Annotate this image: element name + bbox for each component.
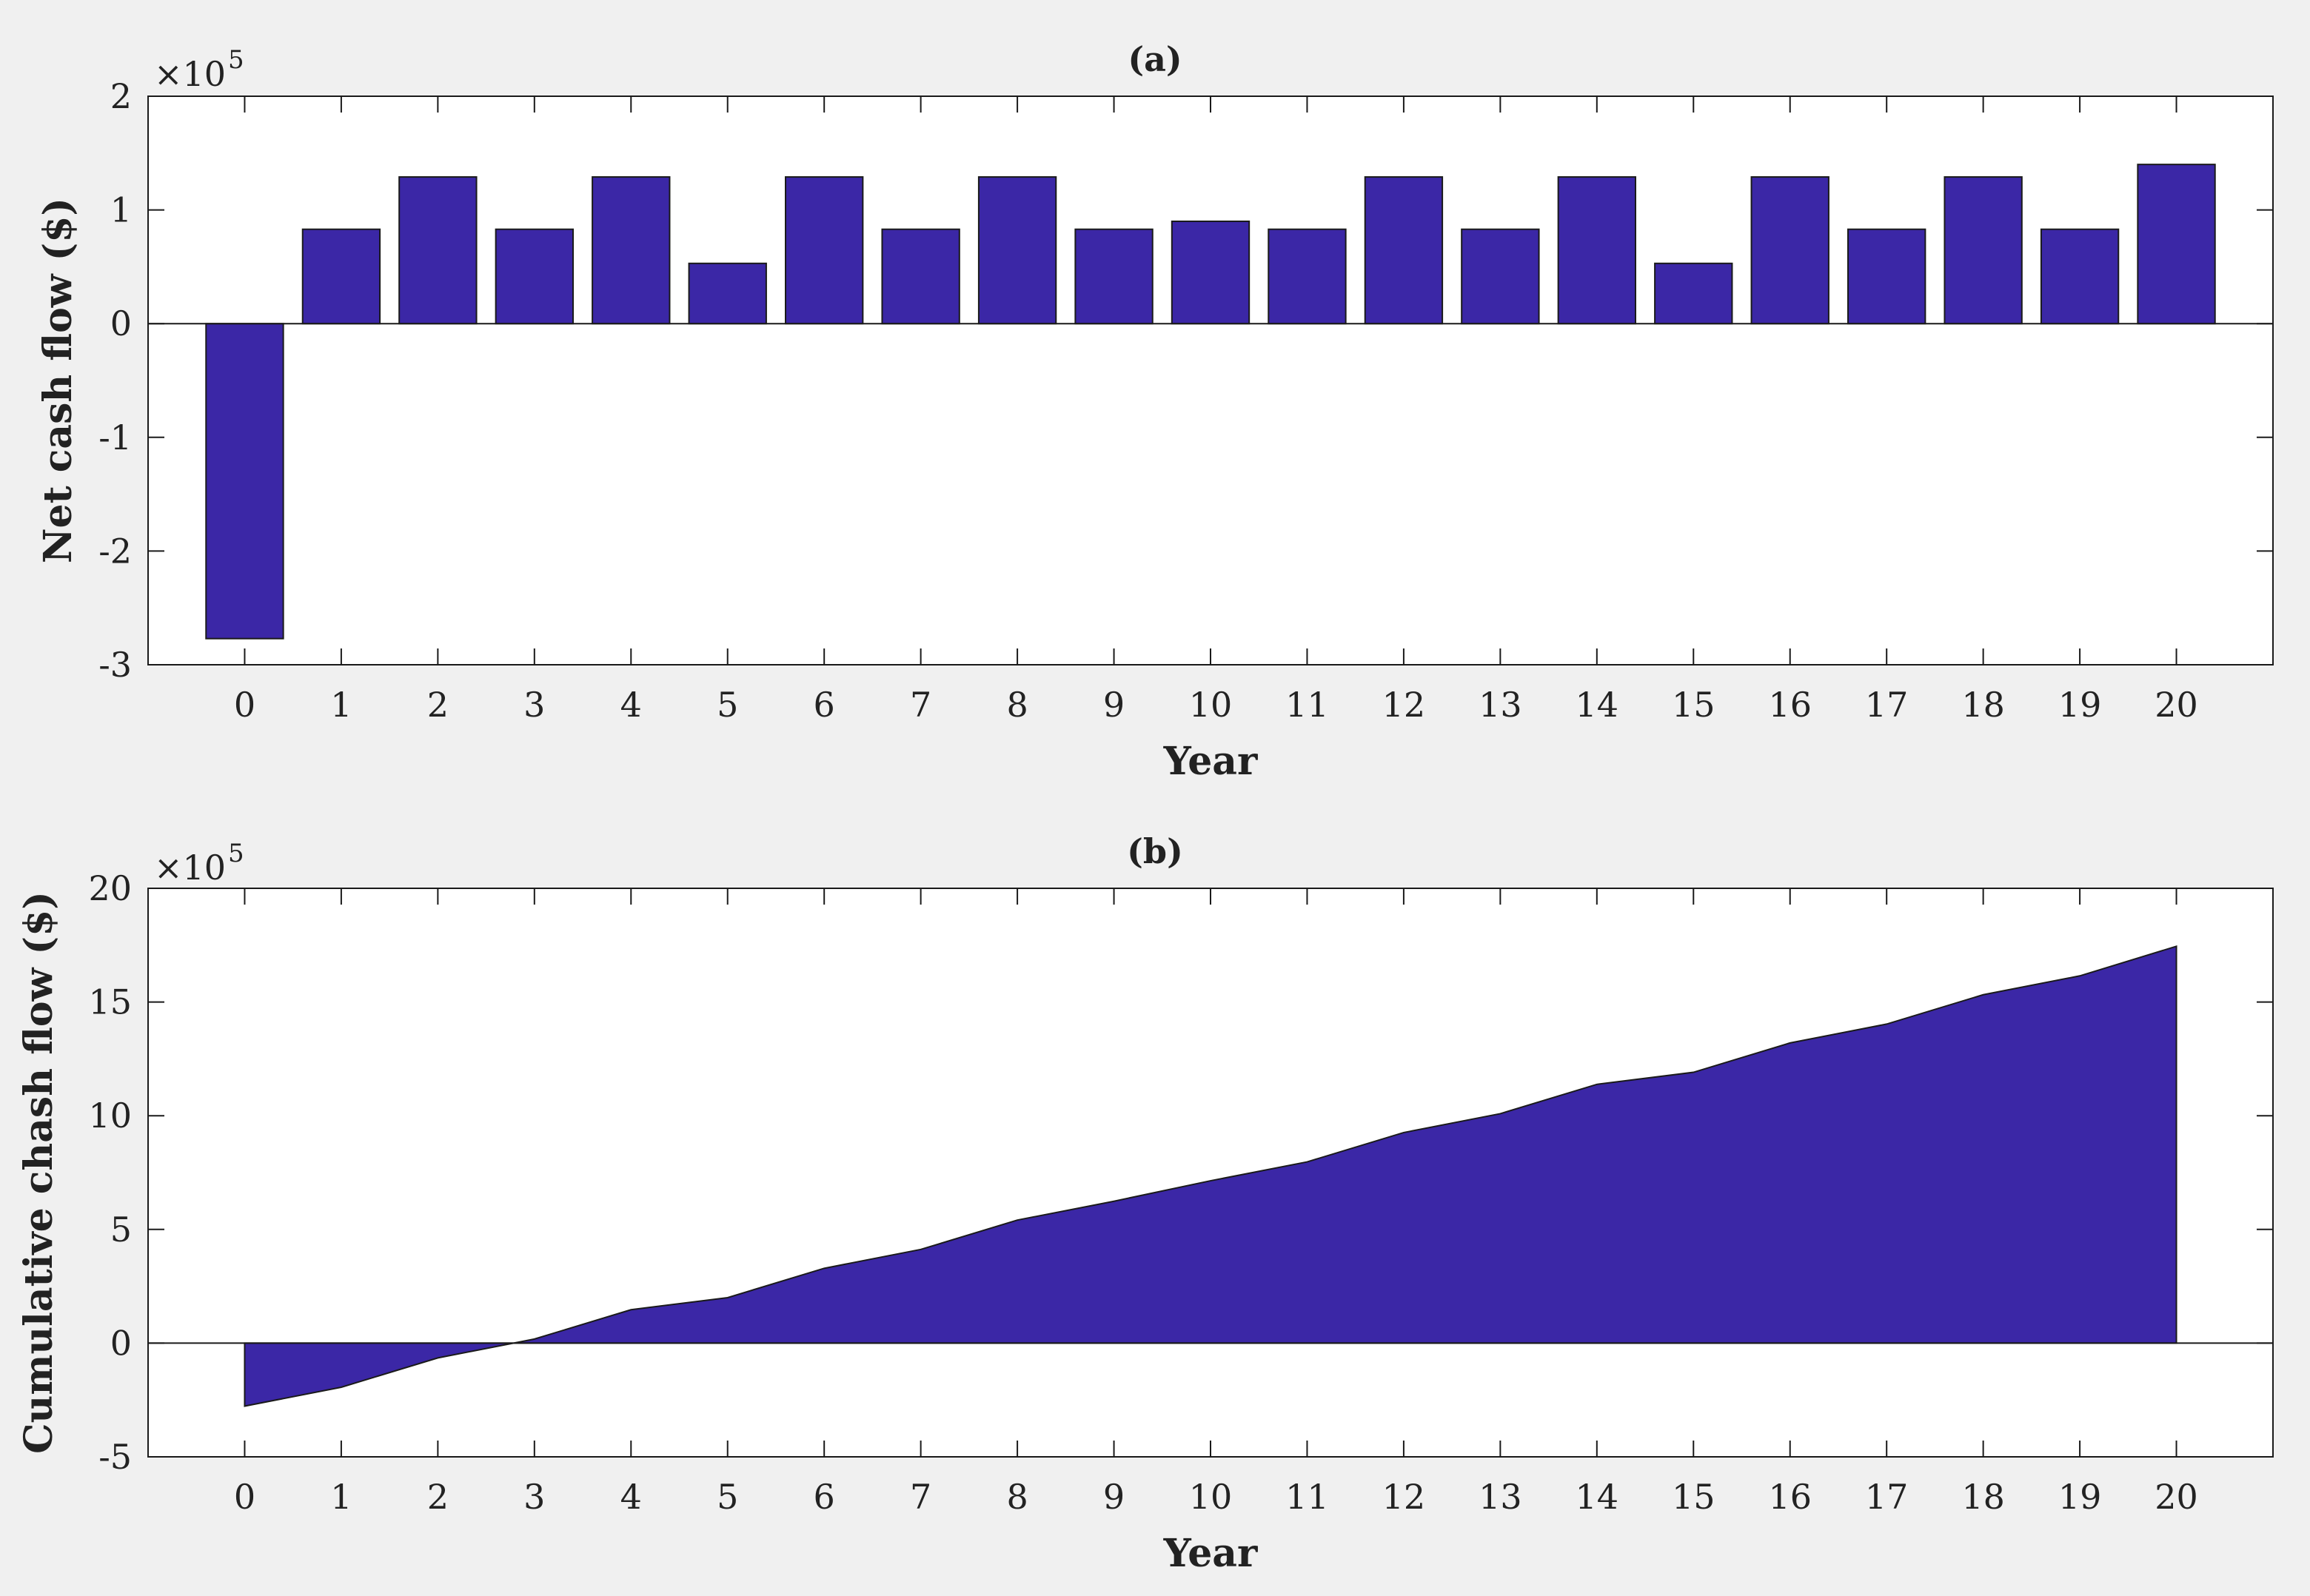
- x-tick-label: 11: [1285, 685, 1329, 725]
- x-tick-label: 0: [234, 1477, 255, 1517]
- y-tick-label: 0: [110, 304, 132, 343]
- bar-year-12: [1364, 176, 1444, 325]
- x-tick-label: 9: [1103, 1477, 1125, 1517]
- x-tick-label: 14: [1576, 1477, 1619, 1517]
- bar-year-2: [398, 176, 478, 325]
- x-tick-label: 16: [1768, 1477, 1812, 1517]
- x-tick-label: 20: [2155, 1477, 2198, 1517]
- y-tick-label: 0: [110, 1323, 132, 1363]
- panel-a-y-axis-title: Net cash flow ($): [36, 198, 81, 563]
- x-tick-label: 13: [1479, 1477, 1522, 1517]
- x-tick-label: 14: [1576, 685, 1619, 725]
- bar-year-5: [688, 262, 767, 325]
- x-tick-label: 4: [620, 1477, 642, 1517]
- x-tick-label: 11: [1285, 1477, 1329, 1517]
- bar-year-14: [1557, 176, 1637, 325]
- bar-year-1: [301, 228, 381, 325]
- bar-year-15: [1654, 262, 1733, 325]
- panel-a-axes: [147, 95, 2274, 665]
- panel-b-exponent-base: ×10: [154, 848, 226, 888]
- x-tick-label: 20: [2155, 685, 2198, 725]
- bar-year-13: [1461, 228, 1540, 325]
- x-tick-label: 3: [523, 685, 545, 725]
- bar-year-0: [205, 323, 284, 640]
- y-tick-label: 5: [110, 1210, 132, 1250]
- x-tick-label: 13: [1479, 685, 1522, 725]
- panel-a-exponent-power: 5: [228, 45, 244, 75]
- bar-year-7: [881, 228, 960, 325]
- bar-year-16: [1750, 176, 1829, 325]
- panel-a-x-axis-title: Year: [1163, 739, 1258, 784]
- y-tick-label: 15: [88, 982, 132, 1022]
- x-tick-label: 4: [620, 685, 642, 725]
- panel-a-exponent: ×10 5: [154, 45, 244, 94]
- x-tick-label: 12: [1382, 1477, 1426, 1517]
- x-tick-label: 0: [234, 685, 255, 725]
- x-tick-label: 19: [2058, 1477, 2102, 1517]
- panel-a-exponent-base: ×10: [154, 54, 226, 94]
- x-tick-label: 18: [1961, 1477, 2005, 1517]
- x-tick-label: 5: [717, 685, 738, 725]
- y-tick-label: 10: [88, 1096, 132, 1136]
- x-tick-label: 7: [910, 685, 931, 725]
- x-tick-label: 18: [1961, 685, 2005, 725]
- x-tick-label: 19: [2058, 685, 2102, 725]
- bar-year-20: [2137, 164, 2216, 325]
- panel-a-x-ticks: 0 1 2 3 4 5 6 7 8 9 10 11 12 13 14 15 16 17 18 19 20: [234, 96, 2198, 725]
- x-tick-label: 16: [1768, 685, 1812, 725]
- bar-year-9: [1074, 228, 1154, 325]
- panel-b-y-ticks: -5 0 5 10 15 20: [88, 868, 2273, 1477]
- x-tick-label: 1: [330, 685, 352, 725]
- x-tick-label: 7: [910, 1477, 931, 1517]
- y-tick-label: -5: [98, 1437, 132, 1477]
- y-tick-label: 1: [110, 190, 132, 230]
- panel-a-marks: [148, 164, 2273, 640]
- bar-year-19: [2040, 228, 2120, 325]
- bar-year-6: [785, 176, 864, 325]
- x-tick-label: 2: [427, 685, 449, 725]
- panel-b-exponent-power: 5: [228, 839, 244, 868]
- bar-year-18: [1944, 176, 2023, 325]
- x-tick-label: 17: [1865, 1477, 1909, 1517]
- y-tick-label: -2: [98, 531, 132, 571]
- y-tick-label: 20: [88, 868, 132, 908]
- x-tick-label: 1: [330, 1477, 352, 1517]
- x-tick-label: 3: [523, 1477, 545, 1517]
- x-tick-label: 10: [1189, 1477, 1233, 1517]
- panel-a-title: (a): [1128, 39, 1182, 79]
- bar-year-17: [1847, 228, 1926, 325]
- x-tick-label: 10: [1189, 685, 1233, 725]
- panel-b-x-ticks: 0 1 2 3 4 5 6 7 8 9 10 11 12 13 14 15 16 17 18 19 20: [234, 888, 2198, 1517]
- panel-a-y-ticks: -3 -2 -1 0 1 2: [98, 76, 2273, 685]
- y-tick-label: 2: [110, 76, 132, 116]
- y-tick-label: -1: [98, 418, 132, 457]
- bar-year-4: [592, 176, 671, 325]
- x-tick-label: 15: [1672, 1477, 1715, 1517]
- x-tick-label: 8: [1006, 685, 1028, 725]
- x-tick-label: 15: [1672, 685, 1715, 725]
- panel-b-x-axis-title: Year: [1163, 1531, 1258, 1576]
- x-tick-label: 2: [427, 1477, 449, 1517]
- y-tick-label: -3: [98, 645, 132, 685]
- x-tick-label: 8: [1006, 1477, 1028, 1517]
- bar-year-11: [1268, 228, 1347, 325]
- panel-b-marks: [148, 945, 2273, 1407]
- panel-b-y-axis-title: Cumulative chash flow ($): [16, 891, 61, 1454]
- x-tick-label: 6: [814, 685, 835, 725]
- x-tick-label: 9: [1103, 685, 1125, 725]
- x-tick-label: 5: [717, 1477, 738, 1517]
- bar-year-8: [977, 176, 1057, 325]
- bar-year-10: [1171, 220, 1251, 325]
- bar-year-3: [495, 228, 574, 325]
- panel-b-title: (b): [1127, 831, 1183, 871]
- x-tick-label: 17: [1865, 685, 1909, 725]
- x-tick-label: 12: [1382, 685, 1426, 725]
- x-tick-label: 6: [814, 1477, 835, 1517]
- panel-b-exponent: ×10 5: [154, 839, 244, 888]
- cumulative-area: [244, 945, 2177, 1407]
